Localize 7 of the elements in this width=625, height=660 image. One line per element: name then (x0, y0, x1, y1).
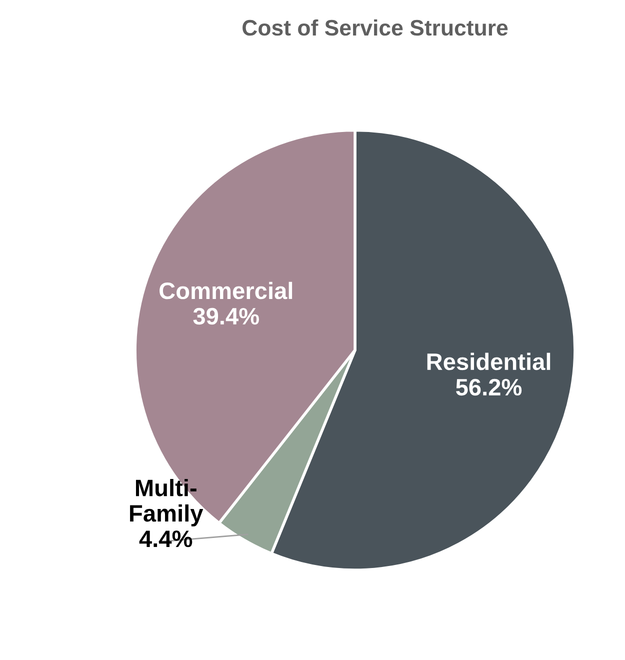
data-label: 4.4% (139, 530, 192, 548)
data-label: 39.4% (193, 308, 259, 325)
data-label: 56.2% (456, 378, 522, 396)
chart-title: Cost of Service Structure (242, 19, 508, 36)
slice-label: Commercial (160, 282, 292, 300)
slice-label: Multi- Family (130, 478, 204, 526)
slice-label: Residential (427, 352, 550, 370)
